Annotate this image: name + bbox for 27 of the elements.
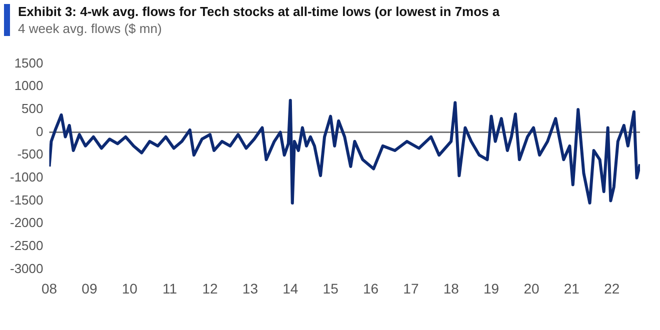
x-tick-label: 15 (322, 280, 339, 296)
x-tick-label: 22 (604, 280, 620, 296)
x-tick-label: 20 (524, 280, 540, 296)
x-tick-label: 08 (41, 280, 58, 296)
y-tick-label: 0 (36, 124, 44, 139)
y-tick-label: -3000 (10, 260, 44, 276)
y-tick-label: -2000 (10, 215, 44, 230)
x-tick-label: 09 (82, 280, 98, 296)
x-tick-label: 16 (362, 280, 379, 296)
x-tick-label: 11 (162, 280, 178, 296)
x-tick-label: 17 (403, 280, 419, 296)
x-tick-label: 13 (242, 280, 258, 296)
y-tick-label: 1000 (14, 78, 44, 94)
y-tick-label: -1500 (10, 192, 44, 208)
chart-title: Exhibit 3: 4-wk avg. flows for Tech stocks at all-time lows (or lowest in 7mos a (18, 4, 500, 19)
y-tick-label: -1000 (10, 169, 44, 184)
x-tick-label: 21 (564, 280, 580, 296)
y-tick-label: -500 (17, 146, 44, 162)
x-tick-label: 14 (282, 280, 298, 296)
x-tick-label: 19 (484, 280, 500, 296)
x-tick-label: 18 (443, 280, 460, 296)
x-tick-label: 12 (202, 280, 218, 296)
y-tick-label: -2500 (10, 238, 44, 253)
y-tick-label: 500 (22, 101, 44, 116)
chart-subtitle: 4 week avg. flows ($ mn) (18, 21, 163, 36)
x-tick-label: 10 (122, 280, 138, 296)
y-tick-label: 1500 (14, 55, 44, 70)
